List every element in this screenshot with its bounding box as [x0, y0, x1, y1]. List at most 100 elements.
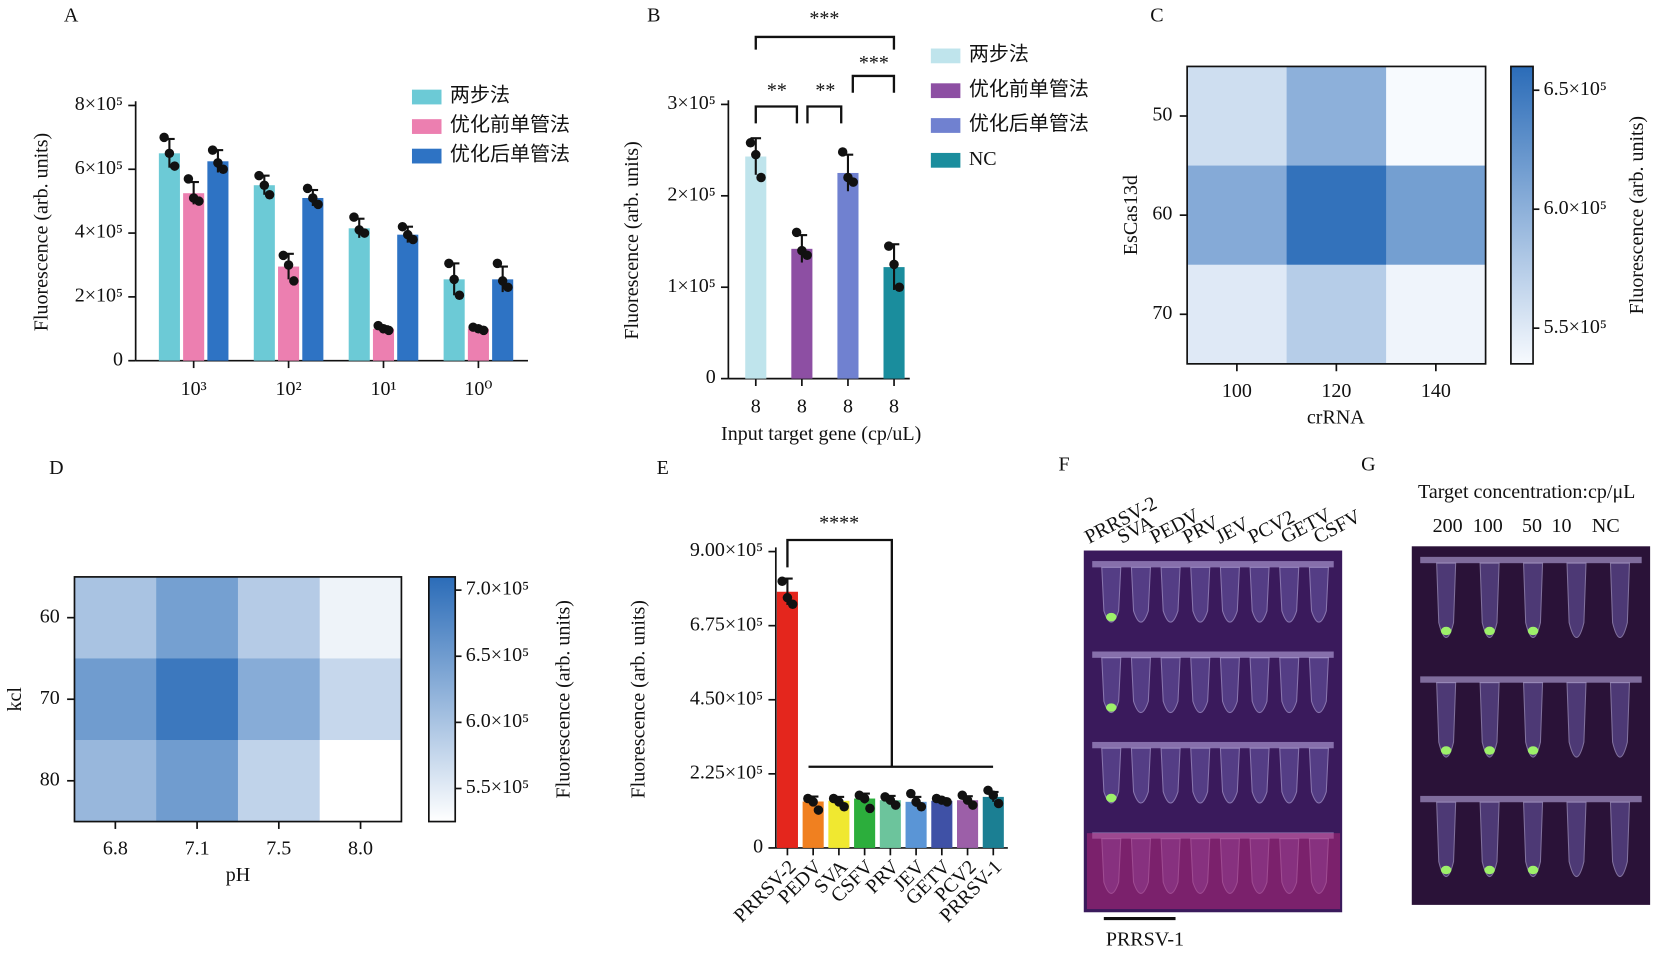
tube — [1523, 682, 1544, 758]
tube — [1609, 562, 1630, 639]
bar — [828, 800, 850, 848]
lane-group-label: PRRSV-1 — [1106, 928, 1184, 950]
significance-bracket — [806, 105, 843, 124]
data-point — [808, 797, 818, 807]
y-axis-label: kcl — [4, 687, 26, 712]
y-tick-label: 60 — [40, 605, 60, 627]
data-point — [302, 183, 313, 194]
data-point — [283, 260, 294, 270]
data-point — [745, 138, 756, 148]
legend-swatch — [930, 83, 961, 99]
tube — [1160, 566, 1181, 623]
data-point — [889, 259, 899, 270]
tube-strip — [1420, 676, 1642, 683]
data-point — [313, 199, 323, 210]
bar — [278, 266, 300, 361]
legend-label: 优化前单管法 — [450, 113, 570, 136]
bar — [745, 156, 767, 379]
bar — [207, 161, 229, 361]
colorbar — [1510, 65, 1534, 365]
positive-signal — [1105, 612, 1117, 622]
bar — [931, 800, 953, 848]
positive-signal — [1527, 865, 1539, 875]
bar — [397, 234, 419, 361]
heatmap-cell — [319, 740, 402, 823]
legend-swatch — [930, 118, 961, 133]
tube-strip — [1420, 556, 1642, 564]
tube — [1130, 747, 1151, 804]
tube — [1479, 682, 1500, 758]
tube-strip — [1092, 741, 1334, 749]
data-point — [169, 161, 180, 171]
tube — [1566, 562, 1587, 639]
y-tick-label: 70 — [40, 687, 60, 709]
tube — [1219, 657, 1240, 714]
data-point — [254, 170, 264, 181]
tube — [1566, 801, 1587, 878]
legend-swatch — [411, 119, 442, 134]
data-point — [839, 802, 849, 812]
data-point — [848, 177, 858, 187]
data-point — [349, 212, 359, 222]
heatmap-cell — [237, 740, 321, 823]
tube — [1436, 801, 1457, 878]
data-point — [859, 793, 870, 804]
colorbar-label: Fluorescence (arb. units) — [1626, 116, 1648, 314]
heatmap-cell — [1286, 66, 1387, 167]
tube — [1479, 801, 1500, 878]
x-tick-label: 7.1 — [185, 838, 210, 860]
heatmap-cell — [156, 740, 239, 823]
positive-signal — [1484, 865, 1495, 875]
legend-swatch — [411, 148, 442, 164]
significance-label: *** — [859, 52, 889, 74]
bar — [791, 248, 813, 379]
data-point — [444, 258, 454, 269]
panel-label: F — [1058, 454, 1069, 476]
tube — [1566, 682, 1587, 758]
colorbar-tick-label: 5.5×10⁵ — [1544, 316, 1607, 338]
y-tick-label: 0 — [706, 366, 716, 388]
tube — [1308, 747, 1329, 804]
bar — [776, 591, 798, 848]
x-tick-label: 10³ — [181, 378, 207, 400]
tube-strip — [1092, 651, 1334, 658]
heatmap-cell — [74, 658, 157, 741]
significance-bracket — [851, 74, 896, 93]
data-point — [503, 282, 513, 293]
data-point — [164, 148, 175, 159]
bar — [348, 228, 370, 361]
data-point — [207, 145, 218, 155]
y-axis-label: Fluorescence (arb. units) — [627, 600, 649, 798]
legend-label: 两步法 — [450, 84, 510, 107]
panel-label: A — [64, 4, 79, 26]
heatmap-cell — [156, 658, 239, 741]
bar — [183, 193, 205, 361]
bar — [837, 172, 859, 379]
x-tick-label: 140 — [1421, 380, 1451, 402]
heatmap-cell — [74, 740, 157, 823]
data-point — [308, 193, 318, 203]
heatmap-cell — [1386, 66, 1487, 167]
y-tick-label: 70 — [1152, 302, 1172, 324]
colorbar-tick-label: 7.0×10⁵ — [466, 578, 529, 600]
bar — [302, 197, 324, 361]
data-point — [259, 180, 270, 190]
panel-label: D — [49, 457, 63, 479]
data-point — [218, 164, 228, 175]
heatmap-cell — [74, 576, 157, 659]
y-tick-label: 50 — [1152, 104, 1172, 126]
x-tick-label: 10⁰ — [464, 378, 492, 400]
tube — [1279, 657, 1300, 714]
x-tick-label: 8 — [797, 396, 807, 418]
data-point — [993, 798, 1004, 809]
data-point — [397, 221, 408, 232]
x-tick-label: 7.5 — [266, 838, 291, 860]
data-point — [384, 325, 394, 336]
data-point — [454, 290, 465, 301]
colorbar-tick-label: 6.0×10⁵ — [466, 710, 529, 732]
tube — [1219, 747, 1240, 804]
significance-label: ** — [767, 79, 787, 101]
legend-label: 优化后单管法 — [450, 143, 570, 166]
legend-label: 两步法 — [969, 42, 1029, 65]
